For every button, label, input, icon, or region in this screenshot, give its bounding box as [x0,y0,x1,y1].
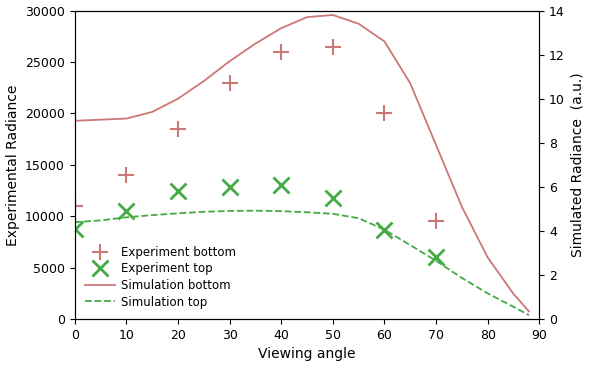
Line: Experiment top: Experiment top [67,178,444,265]
Simulation top [458,276,466,280]
Simulation top [329,212,336,216]
Simulation top [526,313,533,317]
Simulation top [200,210,207,214]
Simulation bottom [200,79,207,83]
Experiment top [71,226,78,231]
Simulation top [97,218,104,223]
Simulation top [510,305,517,309]
Experiment top [175,188,182,193]
X-axis label: Viewing angle: Viewing angle [258,348,356,361]
Simulation bottom [303,15,310,19]
Y-axis label: Simulated Radiance  (a.u.): Simulated Radiance (a.u.) [571,73,585,257]
Experiment top [123,209,130,213]
Experiment bottom [123,173,130,177]
Simulation top [432,258,440,263]
Legend: Experiment bottom, Experiment top, Simulation bottom, Simulation top: Experiment bottom, Experiment top, Simul… [81,241,241,313]
Simulation top [226,209,233,213]
Simulation bottom [484,255,491,259]
Simulation bottom [278,26,285,30]
Simulation top [175,211,182,215]
Simulation top [123,215,130,219]
Simulation bottom [226,59,233,63]
Simulation top [252,208,259,213]
Simulation top [71,220,78,224]
Experiment top [381,228,388,232]
Simulation top [303,210,310,214]
Simulation bottom [381,39,388,44]
Experiment top [432,255,440,259]
Simulation bottom [329,13,336,17]
Simulation bottom [355,22,362,26]
Simulation top [407,243,414,247]
Simulation bottom [526,309,533,314]
Line: Experiment bottom: Experiment bottom [67,39,444,229]
Simulation bottom [510,292,517,296]
Y-axis label: Experimental Radiance: Experimental Radiance [5,84,19,246]
Simulation top [278,209,285,213]
Experiment bottom [71,204,78,208]
Simulation bottom [175,97,182,101]
Simulation top [381,228,388,232]
Simulation bottom [97,117,104,122]
Experiment bottom [175,127,182,131]
Simulation bottom [432,143,440,147]
Simulation bottom [407,81,414,86]
Experiment bottom [432,219,440,224]
Simulation bottom [252,41,259,46]
Simulation bottom [149,110,156,114]
Simulation bottom [123,116,130,121]
Experiment bottom [381,111,388,116]
Simulation top [484,291,491,295]
Experiment top [329,196,336,200]
Simulation bottom [71,119,78,123]
Experiment bottom [278,50,285,54]
Line: Simulation bottom: Simulation bottom [75,15,529,312]
Simulation top [355,216,362,221]
Experiment bottom [226,80,233,85]
Experiment bottom [329,44,336,49]
Experiment top [226,185,233,190]
Simulation top [149,213,156,217]
Simulation bottom [458,204,466,209]
Line: Simulation top: Simulation top [75,211,529,315]
Experiment top [278,183,285,188]
